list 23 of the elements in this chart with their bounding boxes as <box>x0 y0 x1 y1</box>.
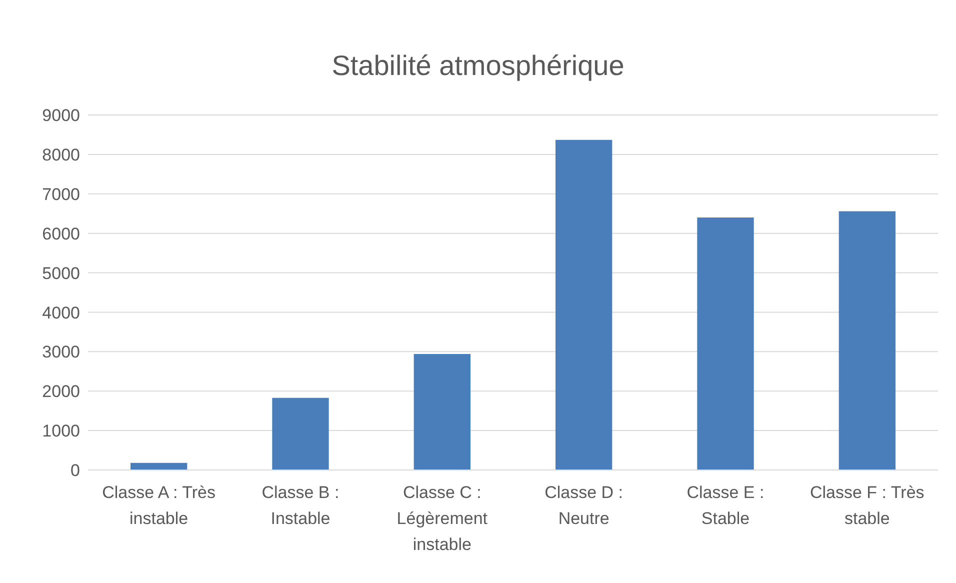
y-tick-label: 3000 <box>42 342 80 362</box>
chart-title: Stabilité atmosphérique <box>330 49 626 83</box>
x-tick-label: Classe D : Neutre <box>544 483 624 528</box>
bar <box>697 218 754 470</box>
x-tick-label: Classe E : Stable <box>686 483 764 528</box>
x-tick-label: Classe F : Très stable <box>810 483 924 528</box>
x-tick-label: Classe A : Très instable <box>102 483 216 528</box>
y-tick-label: 2000 <box>42 382 80 402</box>
bar <box>556 140 612 470</box>
y-tick-label: 9000 <box>42 106 80 126</box>
y-tick-label: 8000 <box>42 145 80 164</box>
y-tick-label: 1000 <box>42 422 80 441</box>
y-tick-label: 5000 <box>42 264 80 283</box>
y-tick-label: 0 <box>70 461 80 480</box>
bar <box>130 462 188 470</box>
bar <box>838 211 896 470</box>
x-tick-label: Classe B : Instable <box>262 483 340 528</box>
y-tick-label: 4000 <box>42 303 80 322</box>
bar <box>414 354 470 470</box>
bar <box>272 398 329 470</box>
y-tick-label: 6000 <box>42 224 80 244</box>
x-tick-label: Classe C : Légèrement instable <box>396 483 488 554</box>
y-tick-label: 7000 <box>42 184 80 204</box>
